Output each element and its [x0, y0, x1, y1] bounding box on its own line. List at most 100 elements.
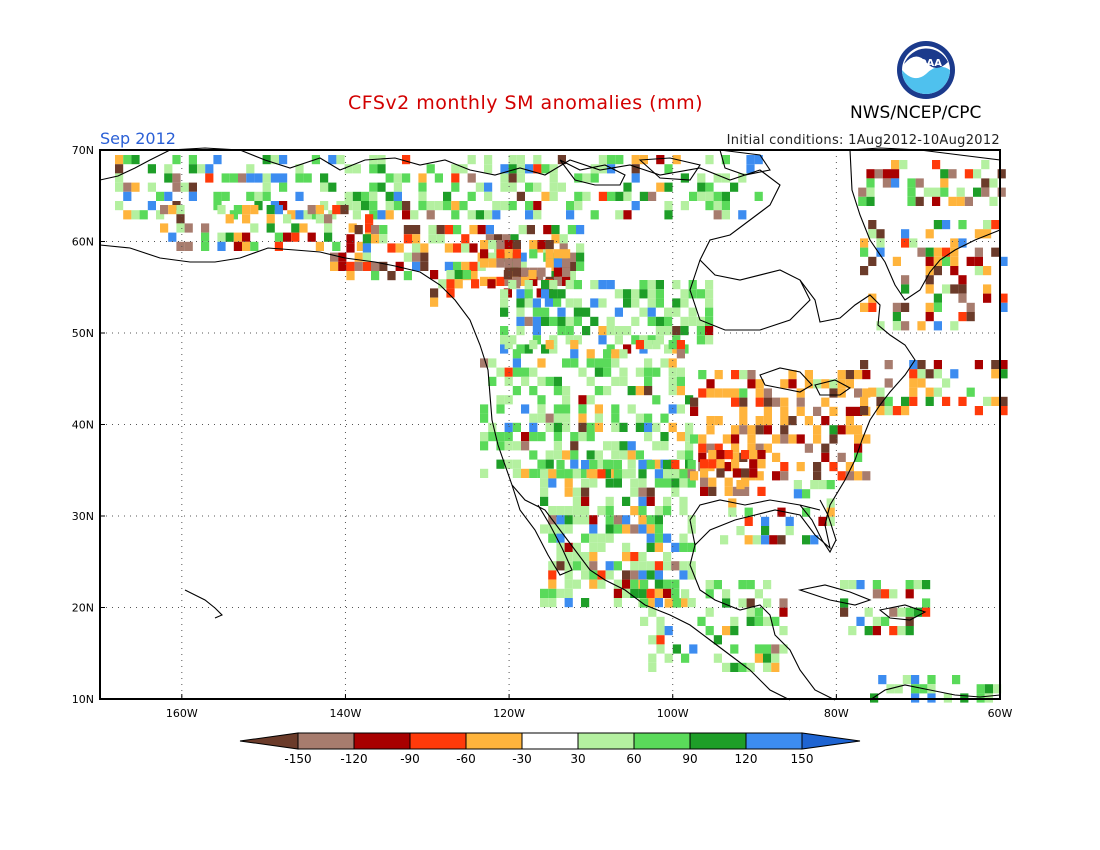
- anomaly-cell: [606, 316, 615, 326]
- anomaly-cell: [201, 241, 210, 251]
- anomaly-cell: [564, 515, 573, 525]
- anomaly-cell: [630, 588, 639, 598]
- baja-coast: [511, 484, 573, 576]
- anomaly-cell: [623, 326, 632, 336]
- anomaly-cell: [266, 223, 275, 233]
- anomaly-cell: [881, 616, 890, 626]
- anomaly-cell: [371, 261, 380, 271]
- anomaly-cell: [672, 326, 681, 336]
- anomaly-cell: [917, 378, 926, 388]
- lat-tick-label: 10N: [72, 693, 94, 706]
- anomaly-cell: [430, 270, 439, 280]
- lon-tick-label: 60W: [988, 707, 1013, 720]
- anomaly-cell: [361, 201, 370, 211]
- anomaly-cell: [905, 607, 914, 617]
- anomaly-cell: [436, 225, 445, 235]
- anomaly-cell: [714, 443, 723, 453]
- anomaly-cell: [176, 214, 185, 224]
- anomaly-cell: [622, 552, 631, 562]
- anomaly-cell: [346, 271, 355, 281]
- anomaly-cell: [500, 173, 509, 183]
- anomaly-cell: [622, 469, 631, 479]
- anomaly-cell: [923, 187, 932, 197]
- anomaly-cell: [746, 580, 755, 590]
- anomaly-cell: [763, 388, 772, 398]
- anomaly-cell: [570, 340, 579, 350]
- anomaly-cell: [860, 247, 869, 257]
- anomaly-cell: [537, 240, 546, 250]
- anomaly-cell: [731, 443, 740, 453]
- anomaly-cell: [635, 386, 644, 396]
- anomaly-cell: [958, 275, 967, 285]
- anomaly-cell: [548, 506, 557, 516]
- anomaly-cell: [741, 468, 750, 478]
- anomaly-cell: [488, 422, 497, 432]
- anomaly-cell: [672, 280, 681, 290]
- anomaly-cell: [771, 653, 780, 663]
- anomaly-cell: [894, 684, 903, 694]
- anomaly-cell: [647, 307, 656, 317]
- anomaly-cell: [605, 533, 614, 543]
- anomaly-cell: [884, 396, 893, 406]
- anomaly-cell: [573, 307, 582, 317]
- anomaly-cell: [123, 182, 132, 192]
- anomaly-cell: [295, 164, 304, 174]
- anomaly-cell: [589, 533, 598, 543]
- anomaly-cell: [566, 210, 575, 220]
- anomaly-cell: [299, 223, 308, 233]
- anomaly-cell: [508, 164, 517, 174]
- anomaly-cell: [201, 223, 210, 233]
- anomaly-cell: [746, 155, 755, 165]
- anomaly-cell: [623, 344, 632, 354]
- anomaly-cell: [646, 524, 655, 534]
- anomaly-cell: [878, 675, 887, 685]
- anomaly-cell: [279, 155, 288, 165]
- anomaly-cell: [689, 644, 698, 654]
- anomaly-cell: [590, 316, 599, 326]
- anomaly-cell: [492, 210, 501, 220]
- anomaly-cell: [557, 182, 566, 192]
- anomaly-cell: [845, 471, 854, 481]
- anomaly-cell: [892, 312, 901, 322]
- anomaly-cell: [818, 480, 827, 490]
- anomaly-cell: [459, 201, 468, 211]
- anomaly-cell: [708, 477, 717, 487]
- hispaniola: [878, 604, 927, 621]
- anomaly-cell: [619, 450, 628, 460]
- anomaly-cell: [597, 469, 606, 479]
- anomaly-cell: [676, 404, 685, 414]
- anomaly-cell: [324, 214, 333, 224]
- anomaly-cell: [654, 524, 663, 534]
- lon-tick-label: 160W: [166, 707, 198, 720]
- anomaly-cell: [532, 326, 541, 336]
- anomaly-cell: [500, 307, 509, 317]
- anomaly-cell: [754, 155, 763, 165]
- anomaly-cell: [611, 404, 620, 414]
- anomaly-cell: [393, 191, 402, 201]
- anomaly-cell: [909, 360, 918, 370]
- anomaly-cell: [950, 256, 959, 266]
- anomaly-cell: [862, 388, 871, 398]
- anomaly-cell: [619, 422, 628, 432]
- anomaly-cell: [250, 205, 259, 215]
- anomaly-cell: [451, 164, 460, 174]
- anomaly-cell: [933, 302, 942, 312]
- anomaly-cell: [365, 214, 374, 224]
- anomaly-cell: [369, 182, 378, 192]
- anomaly-cell: [581, 570, 590, 580]
- anomaly-cell: [804, 443, 813, 453]
- anomaly-cell: [660, 358, 669, 368]
- anomaly-cell: [974, 256, 983, 266]
- anomaly-cell: [572, 515, 581, 525]
- colorbar-label: -150: [284, 752, 311, 766]
- anomaly-cell: [716, 459, 725, 469]
- anomaly-cell: [545, 459, 554, 469]
- anomaly-cell: [671, 478, 680, 488]
- anomaly-cell: [663, 506, 672, 516]
- anomaly-cell: [730, 182, 739, 192]
- anomaly-cell: [529, 276, 538, 286]
- anomaly-cell: [352, 164, 361, 174]
- anomaly-cell: [603, 349, 612, 359]
- anomaly-cell: [594, 422, 603, 432]
- anomaly-cell: [336, 155, 345, 165]
